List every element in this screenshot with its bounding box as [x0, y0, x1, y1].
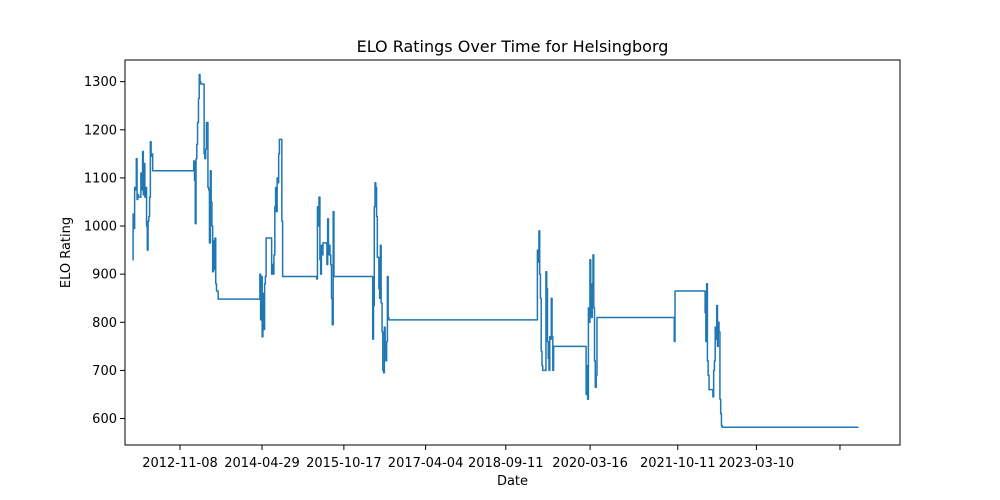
y-tick-label: 800 — [92, 316, 117, 331]
plot-frame — [124, 59, 901, 446]
x-tick-label: 2015-10-17 — [306, 456, 382, 471]
x-tick-label: 2014-04-29 — [224, 456, 300, 471]
y-tick-label: 600 — [92, 412, 117, 427]
x-tick-label: 2020-03-16 — [552, 456, 628, 471]
y-tick-label: 1100 — [84, 171, 117, 186]
y-axis-title: ELO Rating — [59, 217, 74, 288]
y-tick-label: 1300 — [84, 75, 117, 90]
x-tick-label: 2017-04-04 — [388, 456, 464, 471]
x-tick-label: 2021-10-11 — [640, 456, 716, 471]
x-tick-label: 2018-09-11 — [468, 456, 544, 471]
y-axis: 600 700 800 900 1000 1100 1200 1300 — [84, 75, 125, 427]
y-tick-label: 1000 — [84, 220, 117, 235]
chart-title: ELO Ratings Over Time for Helsingborg — [357, 37, 669, 56]
x-axis-title: Date — [497, 474, 528, 489]
x-axis: 2012-11-08 2014-04-29 2015-10-17 2017-04-04… — [142, 445, 841, 471]
x-tick-label: 2023-03-10 — [719, 456, 795, 471]
y-tick-label: 700 — [92, 364, 117, 379]
series-line-0 — [132, 73, 859, 428]
y-tick-label: 1200 — [84, 123, 117, 138]
y-tick-label: 900 — [92, 268, 117, 283]
x-tick-label: 2012-11-08 — [142, 456, 218, 471]
series-layer — [132, 73, 859, 428]
